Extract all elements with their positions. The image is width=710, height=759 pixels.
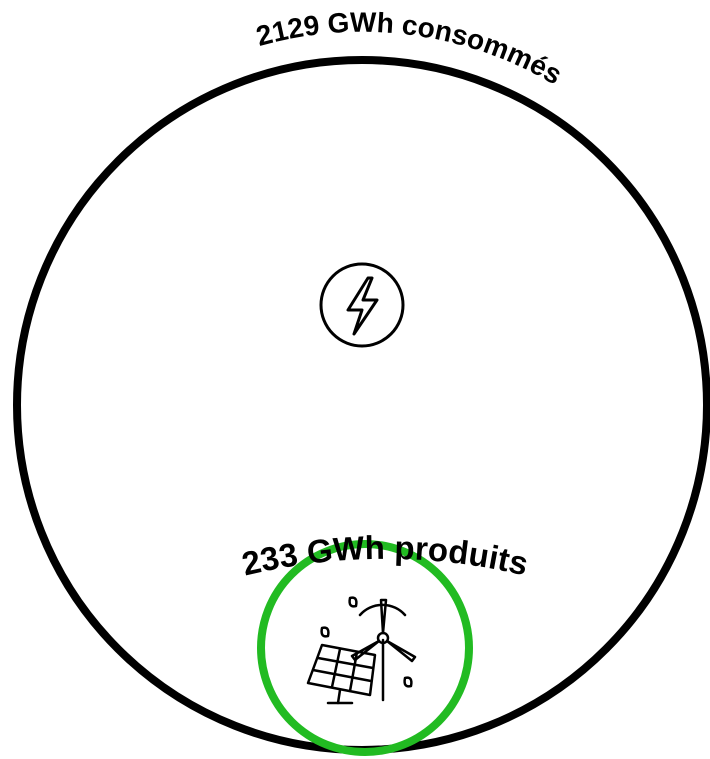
renewable-icon: [306, 596, 417, 705]
consumption-label: 2129 GWh consommés: [253, 7, 567, 91]
consumption-label-text: 2129 GWh consommés: [253, 7, 567, 91]
production-label: 233 GWh produits: [238, 529, 531, 583]
lightning-icon: [319, 262, 405, 348]
production-label-text: 233 GWh produits: [238, 529, 531, 583]
consumption-circle: [13, 56, 710, 754]
production-circle: [257, 540, 473, 756]
